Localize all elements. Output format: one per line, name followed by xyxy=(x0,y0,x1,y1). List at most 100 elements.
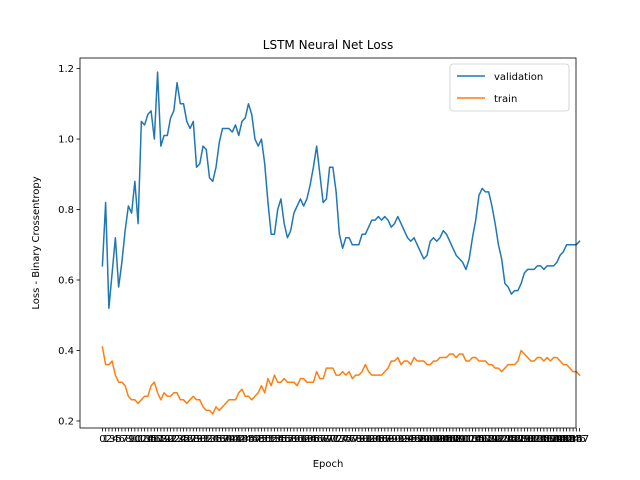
x-tick-label: 44 xyxy=(239,434,252,445)
x-tick-label: 83 xyxy=(365,434,378,445)
x-tick-label: 93 xyxy=(398,434,411,445)
y-tick-label: 0.6 xyxy=(58,276,74,287)
x-tick-label: 12 xyxy=(135,434,148,445)
x-tick-label: 88 xyxy=(382,434,395,445)
x-tick-label: 85 xyxy=(372,434,385,445)
chart-title: LSTM Neural Net Loss xyxy=(263,38,393,52)
legend-label-train: train xyxy=(494,94,517,105)
x-tick-label: 120 xyxy=(482,434,501,445)
x-tick-label: 38 xyxy=(219,434,232,445)
x-tick-label: 101 xyxy=(421,434,440,445)
x-tick-label: 57 xyxy=(281,434,294,445)
x-tick-label: 55 xyxy=(275,434,288,445)
x-tick-label: 136 xyxy=(534,434,553,445)
x-tick-label: 126 xyxy=(502,434,521,445)
x-tick-label: 81 xyxy=(359,434,372,445)
x-tick-label: 94 xyxy=(401,434,414,445)
series-line-train xyxy=(101,346,581,415)
x-tick-label: 143 xyxy=(557,434,576,445)
x-tick-label: 45 xyxy=(242,434,255,445)
x-tick-label: 37 xyxy=(216,434,229,445)
x-tick-label: 134 xyxy=(528,434,547,445)
x-tick-label: 67 xyxy=(314,434,327,445)
x-tick-label: 110 xyxy=(450,434,469,445)
x-tick-label: 19 xyxy=(158,434,171,445)
x-tick-label: 18 xyxy=(154,434,167,445)
x-tick-label: 7 xyxy=(122,434,128,445)
x-tick-label: 33 xyxy=(203,434,216,445)
x-tick-label: 135 xyxy=(531,434,550,445)
x-tick-label: 39 xyxy=(223,434,236,445)
x-tick-label: 63 xyxy=(301,434,314,445)
x-tick-label: 52 xyxy=(265,434,278,445)
x-tick-label: 54 xyxy=(271,434,284,445)
x-tick-label: 20 xyxy=(161,434,174,445)
x-tick-label: 24 xyxy=(174,434,187,445)
plot-area xyxy=(101,71,581,415)
legend-label-validation: validation xyxy=(494,72,543,83)
x-tick-label: 142 xyxy=(554,434,573,445)
x-tick-label: 113 xyxy=(460,434,479,445)
x-tick-label: 111 xyxy=(453,434,472,445)
x-tick-label: 123 xyxy=(492,434,511,445)
x-tick-label: 58 xyxy=(284,434,297,445)
x-tick-label: 28 xyxy=(187,434,200,445)
x-tick-label: 108 xyxy=(443,434,462,445)
x-tick-label: 41 xyxy=(229,434,242,445)
x-tick-label: 50 xyxy=(258,434,271,445)
x-tick-label: 144 xyxy=(560,434,579,445)
x-tick-label: 35 xyxy=(210,434,223,445)
x-tick-label: 100 xyxy=(417,434,436,445)
x-tick-label: 122 xyxy=(489,434,508,445)
x-tick-label: 49 xyxy=(255,434,268,445)
x-tick-label: 0 xyxy=(99,434,105,445)
x-tick-label: 5 xyxy=(115,434,121,445)
y-axis: 0.2 0.4 0.6 0.8 1.0 1.2 xyxy=(58,64,80,427)
x-tick-label: 91 xyxy=(391,434,404,445)
y-tick-label: 0.8 xyxy=(58,205,74,216)
x-tick-label: 147 xyxy=(570,434,589,445)
x-tick-label: 27 xyxy=(184,434,197,445)
x-tick-label: 84 xyxy=(369,434,382,445)
x-tick-label: 76 xyxy=(343,434,356,445)
x-tick-label: 47 xyxy=(249,434,262,445)
x-tick-label: 87 xyxy=(378,434,391,445)
x-tick-label: 16 xyxy=(148,434,161,445)
x-tick-label: 65 xyxy=(307,434,320,445)
x-tick-label: 138 xyxy=(541,434,560,445)
x-tick-label: 119 xyxy=(479,434,498,445)
x-tick-label: 69 xyxy=(320,434,333,445)
x-tick-label: 97 xyxy=(411,434,424,445)
x-tick-label: 128 xyxy=(508,434,527,445)
x-tick-label: 133 xyxy=(525,434,544,445)
x-tick-label: 104 xyxy=(430,434,449,445)
x-tick-label: 103 xyxy=(427,434,446,445)
x-tick-label: 118 xyxy=(476,434,495,445)
x-tick-label: 4 xyxy=(112,434,118,445)
x-tick-label: 137 xyxy=(538,434,557,445)
x-tick-label: 42 xyxy=(232,434,245,445)
x-tick-label: 43 xyxy=(236,434,249,445)
x-tick-label: 66 xyxy=(310,434,323,445)
x-tick-label: 86 xyxy=(375,434,388,445)
x-tick-label: 2 xyxy=(106,434,112,445)
x-tick-label: 145 xyxy=(564,434,583,445)
x-tick-label: 131 xyxy=(518,434,537,445)
x-tick-label: 13 xyxy=(138,434,151,445)
x-tick-label: 141 xyxy=(551,434,570,445)
x-tick-label: 96 xyxy=(408,434,421,445)
x-tick-label: 82 xyxy=(362,434,375,445)
x-tick-label: 8 xyxy=(125,434,131,445)
x-tick-label: 80 xyxy=(356,434,369,445)
x-tick-label: 74 xyxy=(336,434,349,445)
x-tick-label: 23 xyxy=(171,434,184,445)
x-tick-label: 26 xyxy=(180,434,193,445)
y-tick-label: 1.2 xyxy=(58,64,74,75)
x-tick-label: 29 xyxy=(190,434,203,445)
x-tick-label: 77 xyxy=(346,434,359,445)
x-tick-label: 11 xyxy=(132,434,145,445)
x-tick-label: 56 xyxy=(278,434,291,445)
x-tick-label: 14 xyxy=(141,434,154,445)
x-tick-label: 130 xyxy=(515,434,534,445)
x-tick-label: 109 xyxy=(447,434,466,445)
